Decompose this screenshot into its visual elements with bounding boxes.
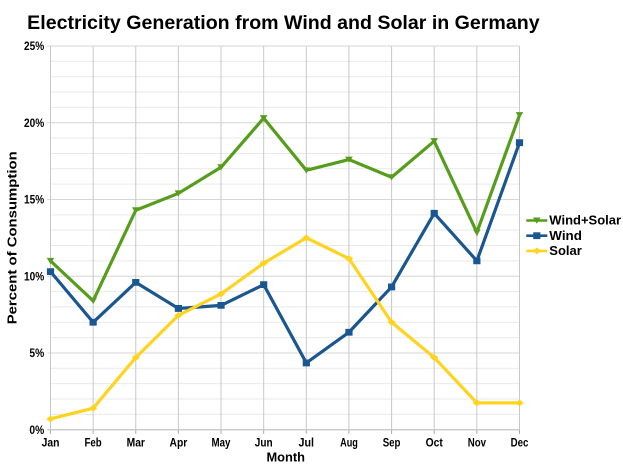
svg-text:10%: 10% — [24, 271, 44, 283]
svg-text:May: May — [212, 438, 231, 450]
svg-text:Solar: Solar — [549, 243, 582, 258]
svg-text:25%: 25% — [24, 41, 44, 53]
svg-text:Wind+Solar: Wind+Solar — [549, 213, 621, 228]
svg-text:Dec: Dec — [511, 438, 529, 450]
svg-text:Feb: Feb — [85, 438, 102, 450]
svg-text:Jun: Jun — [255, 438, 273, 450]
svg-text:15%: 15% — [24, 195, 44, 207]
svg-text:Nov: Nov — [468, 438, 487, 450]
svg-text:Mar: Mar — [127, 438, 146, 450]
svg-text:Jul: Jul — [299, 438, 315, 450]
svg-text:5%: 5% — [29, 348, 44, 360]
svg-text:Wind: Wind — [549, 228, 582, 243]
svg-text:Aug: Aug — [340, 438, 358, 450]
svg-text:20%: 20% — [24, 118, 44, 130]
svg-text:Percent of Consumption: Percent of Consumption — [5, 151, 20, 324]
svg-text:Apr: Apr — [170, 438, 188, 450]
svg-text:0%: 0% — [29, 425, 44, 437]
svg-text:Sep: Sep — [383, 438, 401, 450]
svg-text:Electricity Generation from Wi: Electricity Generation from Wind and Sol… — [27, 13, 540, 34]
svg-text:Month: Month — [266, 450, 305, 465]
svg-text:Oct: Oct — [426, 438, 443, 450]
svg-text:Jan: Jan — [42, 438, 60, 450]
